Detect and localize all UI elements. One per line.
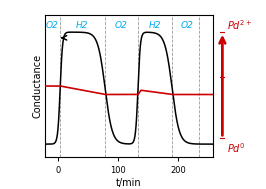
Text: O2: O2 [181,21,193,30]
Text: H2: H2 [76,21,89,30]
Text: H2: H2 [149,21,161,30]
Text: $Pd^{0}$: $Pd^{0}$ [227,141,246,155]
X-axis label: t/min: t/min [116,178,142,188]
Text: O2: O2 [115,21,128,30]
Y-axis label: Conductance: Conductance [32,54,43,118]
Text: O2: O2 [46,21,59,30]
Text: $Pd^{2+}$: $Pd^{2+}$ [227,19,253,33]
